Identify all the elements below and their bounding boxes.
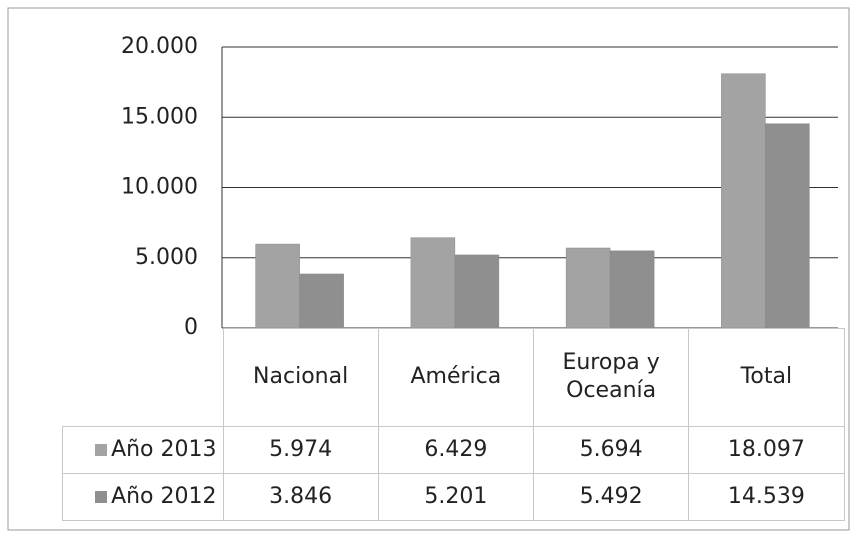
legend-label: Año 2012	[111, 484, 217, 509]
blank-cell	[63, 329, 224, 427]
legend-swatch	[95, 444, 108, 456]
bar	[299, 273, 344, 329]
header-row: Nacional América Europa y Oceanía Total	[63, 328, 845, 427]
legend-label: Año 2013	[111, 437, 217, 462]
frame	[7, 7, 850, 531]
y-tick-label: 0	[184, 315, 198, 340]
value-label: 5.492	[532, 472, 690, 521]
bar	[255, 243, 300, 329]
value-label: 18.097	[688, 425, 845, 474]
legend-cell: Año 2012	[62, 472, 224, 521]
value-label: 3.846	[222, 472, 379, 521]
y-tick-label: 5.000	[135, 245, 198, 270]
y-tick-label: 10.000	[121, 175, 198, 200]
category-label: América	[377, 328, 535, 427]
category-label: Europa y Oceanía	[532, 328, 690, 427]
category-label: Total	[688, 328, 845, 427]
series-row: Año 2012 3.846 5.201 5.492 14.539	[62, 472, 845, 521]
series-row: Año 2013 5.974 6.429 5.694 18.097	[62, 425, 845, 474]
bar	[410, 237, 456, 329]
value-label: 5.974	[222, 425, 379, 474]
category-label: Nacional	[222, 328, 379, 427]
legend-swatch	[95, 491, 108, 503]
bar	[721, 73, 766, 329]
bar	[609, 250, 655, 329]
y-tick-label: 20.000	[121, 34, 198, 59]
y-tick-label: 15.000	[121, 104, 198, 129]
bar	[765, 123, 810, 329]
value-label: 5.201	[377, 472, 535, 521]
value-label: 5.694	[532, 425, 690, 474]
bar	[454, 254, 500, 329]
bar	[565, 247, 611, 329]
value-label: 6.429	[377, 425, 535, 474]
data-table: Nacional América Europa y Oceanía Total Año …	[62, 328, 845, 521]
value-label: 14.539	[688, 472, 845, 521]
legend-cell: Año 2013	[62, 425, 224, 474]
